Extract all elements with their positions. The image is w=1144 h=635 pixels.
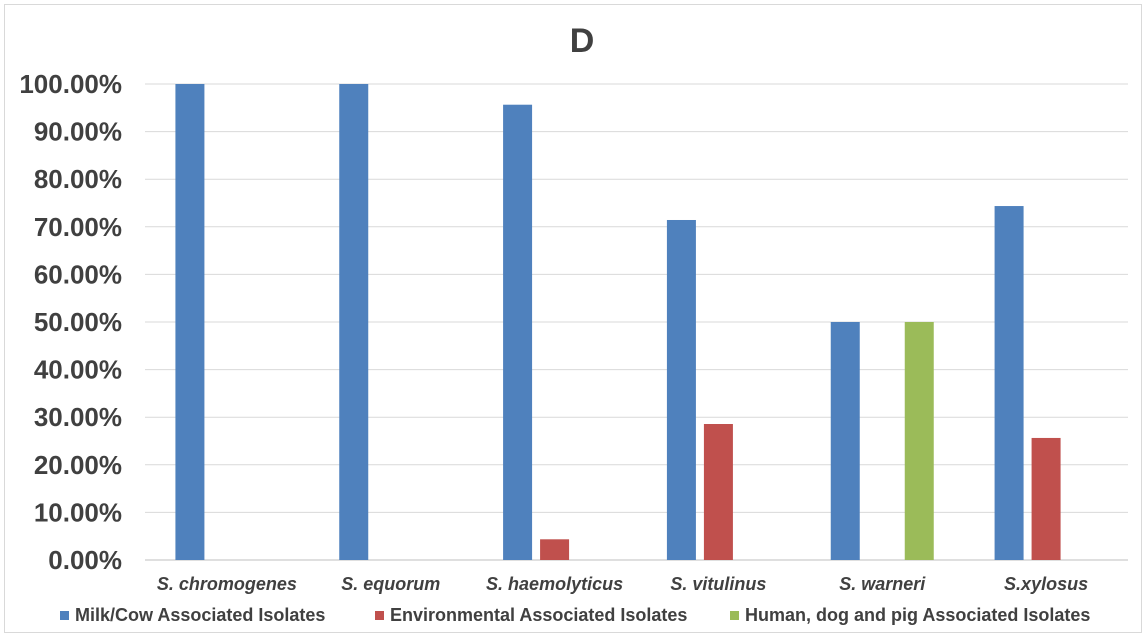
x-tick-label: S.xylosus xyxy=(1004,574,1088,594)
x-tick-label: S. vitulinus xyxy=(670,574,766,594)
y-tick-label: 10.00% xyxy=(34,497,122,527)
legend: Milk/Cow Associated Isolates Environmenta… xyxy=(60,605,1090,625)
legend-swatch xyxy=(375,611,384,620)
bars xyxy=(175,84,1061,561)
y-axis-ticks: 0.00% 10.00% 20.00% 30.00% 40.00% 50.00% 60.00… xyxy=(19,69,122,575)
bar xyxy=(503,104,533,561)
bar xyxy=(703,424,733,560)
legend-label: Human, dog and pig Associated Isolates xyxy=(745,605,1090,625)
legend-swatch xyxy=(730,611,739,620)
bar xyxy=(904,322,934,560)
y-tick-label: 60.00% xyxy=(34,259,122,289)
y-tick-label: 90.00% xyxy=(34,117,122,147)
x-tick-label: S. warneri xyxy=(839,574,926,594)
y-tick-label: 70.00% xyxy=(34,212,122,242)
gridlines xyxy=(145,83,1128,561)
y-tick-label: 40.00% xyxy=(34,355,122,385)
bar xyxy=(994,206,1024,561)
chart-frame xyxy=(4,4,1142,633)
y-tick-label: 20.00% xyxy=(34,450,122,480)
x-tick-label: S. equorum xyxy=(341,574,440,594)
chart-title: D xyxy=(570,22,595,60)
y-tick-label: 80.00% xyxy=(34,164,122,194)
legend-swatch xyxy=(60,611,69,620)
bar xyxy=(1031,437,1061,560)
bar xyxy=(540,539,570,560)
y-tick-label: 0.00% xyxy=(48,545,122,575)
legend-label: Environmental Associated Isolates xyxy=(390,605,687,625)
bar xyxy=(830,322,860,560)
x-tick-label: S. haemolyticus xyxy=(486,574,623,594)
y-tick-label: 100.00% xyxy=(19,69,122,99)
x-axis-ticks: S. chromogenes S. equorum S. haemolyticus S… xyxy=(157,574,1088,594)
y-tick-label: 30.00% xyxy=(34,402,122,432)
bar xyxy=(666,219,696,560)
bar xyxy=(175,84,205,560)
x-tick-label: S. chromogenes xyxy=(157,574,297,594)
legend-label: Milk/Cow Associated Isolates xyxy=(75,605,325,625)
bar xyxy=(339,84,369,560)
y-tick-label: 50.00% xyxy=(34,307,122,337)
